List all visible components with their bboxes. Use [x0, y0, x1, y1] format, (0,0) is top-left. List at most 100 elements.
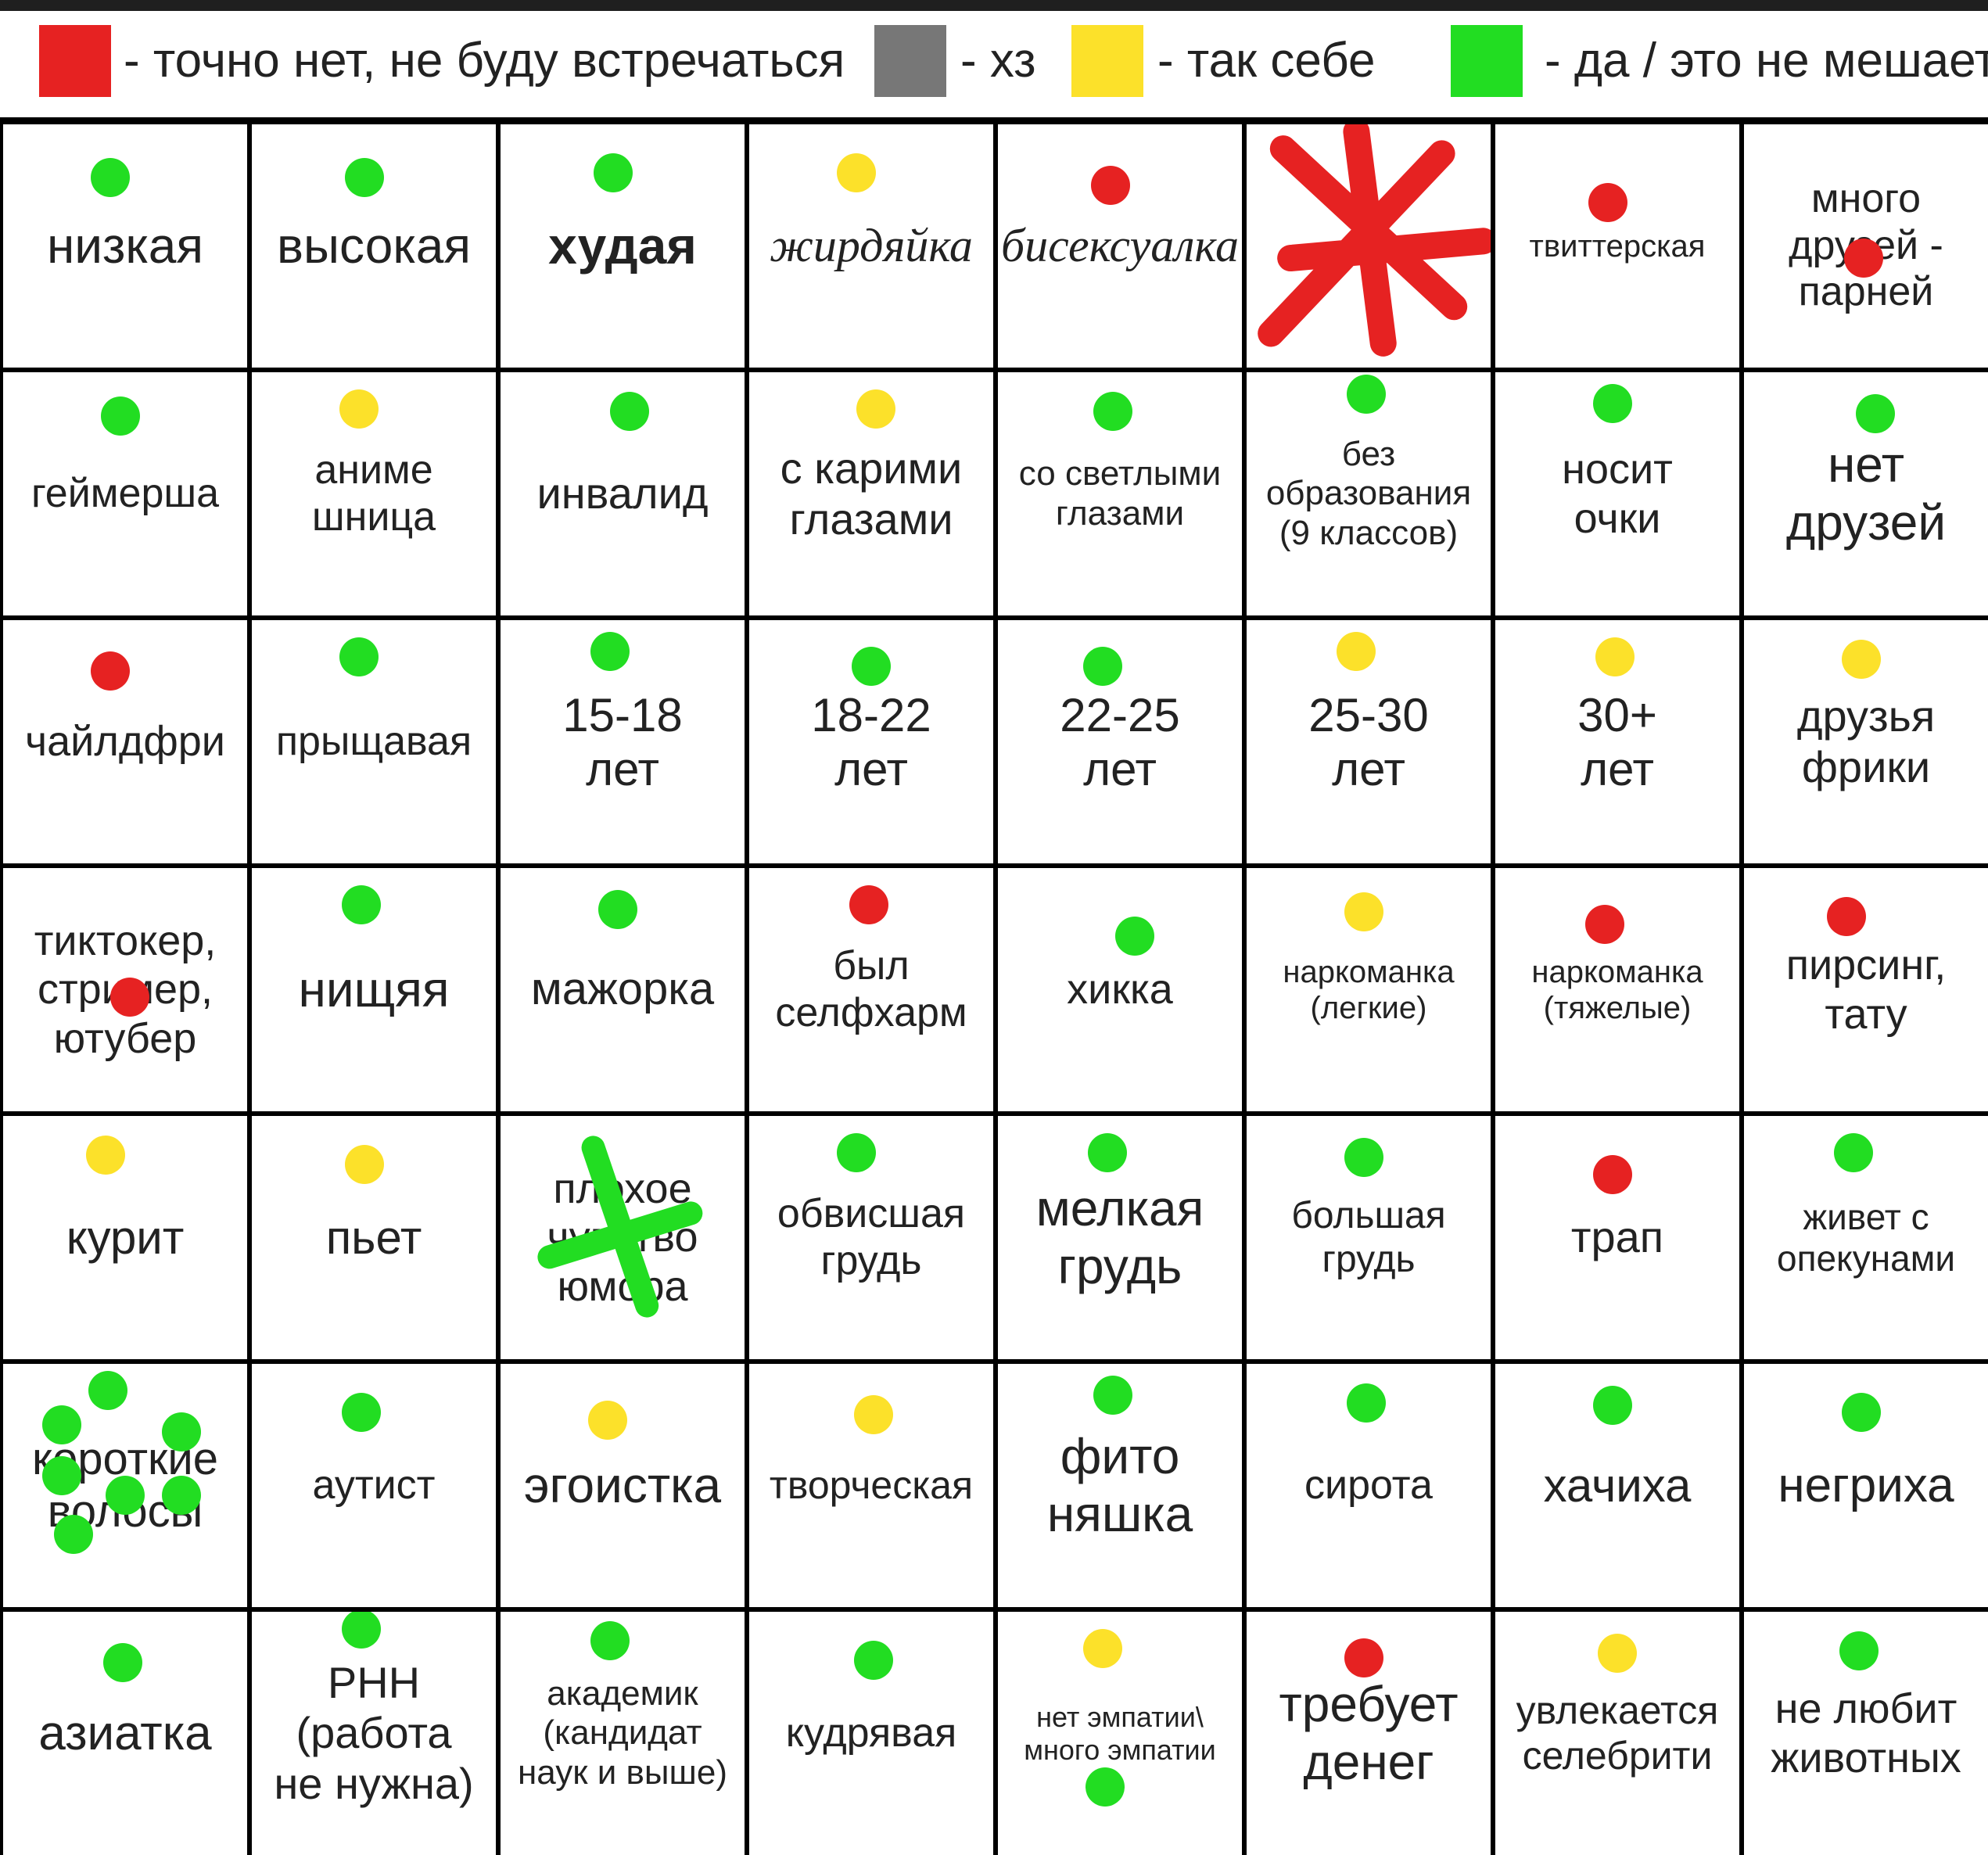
grid-cell: пьет — [252, 1116, 496, 1359]
green-dot-mark — [106, 1475, 145, 1515]
grid-cell: худая — [501, 124, 745, 368]
grid-cell: наркоманка (легкие) — [1247, 868, 1491, 1111]
grid-cell: 15-18 лет — [501, 620, 745, 863]
grid-cell: наркоманка (тяжелые) — [1495, 868, 1739, 1111]
cell-label: РНН (работа не нужна) — [274, 1657, 474, 1808]
grid-cell: друзья фрики — [1744, 620, 1988, 863]
grid-cell: без образования (9 классов) — [1247, 372, 1491, 615]
green-dot-mark — [1856, 393, 1896, 433]
grid-cell: большая грудь — [1247, 1116, 1491, 1359]
cell-label: прыщавая — [275, 718, 472, 764]
green-dot-mark — [1093, 391, 1132, 431]
green-dot-mark — [1839, 1631, 1879, 1670]
cell-label: сирота — [1304, 1462, 1433, 1508]
cell-label: мажорка — [530, 963, 715, 1015]
legend: - точно нет, не буду встречаться - хз - … — [0, 11, 1988, 124]
cell-label: 15-18 лет — [562, 688, 683, 795]
red-dot-mark — [91, 651, 131, 691]
green-dot-mark — [342, 1612, 382, 1649]
cell-label: нет эмпатии\ много эмпатии — [1024, 1701, 1216, 1766]
cell-label: курит — [66, 1211, 185, 1264]
cell-label: большая грудь — [1291, 1195, 1446, 1280]
cell-label: был селфхарм — [775, 942, 967, 1035]
cell-label: много друзей - парней — [1789, 175, 1943, 315]
cell-label: хачиха — [1543, 1459, 1692, 1512]
green-dot-mark — [1592, 1385, 1632, 1425]
red-dot-mark — [1344, 1638, 1383, 1678]
grid-cell: низкая — [3, 124, 247, 368]
cell-label: фито няшка — [1046, 1427, 1193, 1542]
grid-cell: мелкая грудь — [998, 1116, 1242, 1359]
cell-label: без образования (9 классов) — [1265, 434, 1472, 552]
cell-label: с карими глазами — [780, 443, 963, 544]
cell-label: эгоистка — [523, 1456, 722, 1513]
cell-label: низкая — [46, 217, 204, 274]
yellow-dot-mark — [344, 1145, 384, 1185]
red-dot-mark — [1827, 897, 1867, 937]
green-dot-mark — [91, 158, 131, 198]
red-dot-mark — [1588, 182, 1627, 222]
cell-label: инвалид — [536, 468, 709, 518]
green-dot-mark — [342, 1393, 382, 1433]
green-dot-mark — [1344, 1137, 1383, 1177]
green-dot-mark — [342, 884, 382, 924]
yellow-dot-mark — [1083, 1628, 1123, 1668]
legend-label-yellow: - так себе — [1157, 34, 1376, 88]
green-dot-mark — [593, 153, 633, 193]
grid-cell: много друзей - парней — [1744, 124, 1988, 368]
grid-cell: негриха — [1744, 1364, 1988, 1607]
green-dot-mark — [88, 1371, 128, 1411]
legend-label-gray: - хз — [960, 34, 1036, 88]
grid-cell: прыщавая — [252, 620, 496, 863]
cell-label: носит очки — [1562, 446, 1673, 542]
grid-cell: пирсинг, тату — [1744, 868, 1988, 1111]
grid-cell: нищяя — [252, 868, 496, 1111]
grid-cell: чайлдфри — [3, 620, 247, 863]
cell-label: чайлдфри — [25, 718, 225, 766]
grid-cell: хикка — [998, 868, 1242, 1111]
bingo-grid: низкая высокая худая жирдяйка бисексуалка по т… — [0, 124, 1988, 1855]
grid-cell: сирота — [1247, 1364, 1491, 1607]
red-scribble-mark — [1258, 124, 1491, 357]
grid-cell: эгоистка — [501, 1364, 745, 1607]
yellow-dot-mark — [588, 1400, 628, 1440]
cell-label: живет с опекунами — [1776, 1196, 1956, 1279]
green-dot-mark — [41, 1405, 81, 1444]
cell-label: наркоманка (легкие) — [1283, 954, 1455, 1025]
cell-label: нищяя — [298, 960, 450, 1017]
grid-cell: по — [1247, 124, 1491, 368]
grid-cell: со светлыми глазами — [998, 372, 1242, 615]
green-dot-mark — [837, 1132, 877, 1172]
grid-cell: увлекается селебрити — [1495, 1612, 1739, 1855]
green-dot-mark — [102, 1643, 142, 1683]
grid-cell: трап — [1495, 1116, 1739, 1359]
grid-cell: курит — [3, 1116, 247, 1359]
yellow-dot-mark — [1595, 637, 1635, 676]
grid-cell: бисексуалка — [998, 124, 1242, 368]
grid-cell: инвалид — [501, 372, 745, 615]
cell-label: худая — [548, 216, 697, 274]
cell-label: мелкая грудь — [1035, 1179, 1204, 1294]
grid-cell: носит очки — [1495, 372, 1739, 615]
cell-label: азиатка — [38, 1706, 212, 1760]
top-strip — [0, 0, 1988, 11]
cell-label: со светлыми глазами — [1018, 454, 1222, 533]
grid-cell: 18-22 лет — [749, 620, 993, 863]
grid-cell: обвисшая грудь — [749, 1116, 993, 1359]
grid-cell: высокая — [252, 124, 496, 368]
cell-label: 18-22 лет — [811, 688, 931, 795]
green-dot-mark — [161, 1475, 201, 1515]
grid-cell: не любит животных — [1744, 1612, 1988, 1855]
cell-label: геймерша — [31, 470, 220, 516]
cell-label: обвисшая грудь — [777, 1190, 966, 1283]
grid-cell: аутист — [252, 1364, 496, 1607]
green-dot-mark — [161, 1412, 201, 1452]
grid-cell: хачиха — [1495, 1364, 1739, 1607]
yellow-dot-mark — [1841, 639, 1881, 679]
green-dot-mark — [339, 637, 379, 676]
grid-cell: с карими глазами — [749, 372, 993, 615]
cell-label: нет друзей — [1785, 436, 1947, 551]
red-dot-mark — [1090, 165, 1130, 205]
green-dot-mark — [1841, 1393, 1881, 1433]
yellow-dot-mark — [1598, 1633, 1637, 1673]
